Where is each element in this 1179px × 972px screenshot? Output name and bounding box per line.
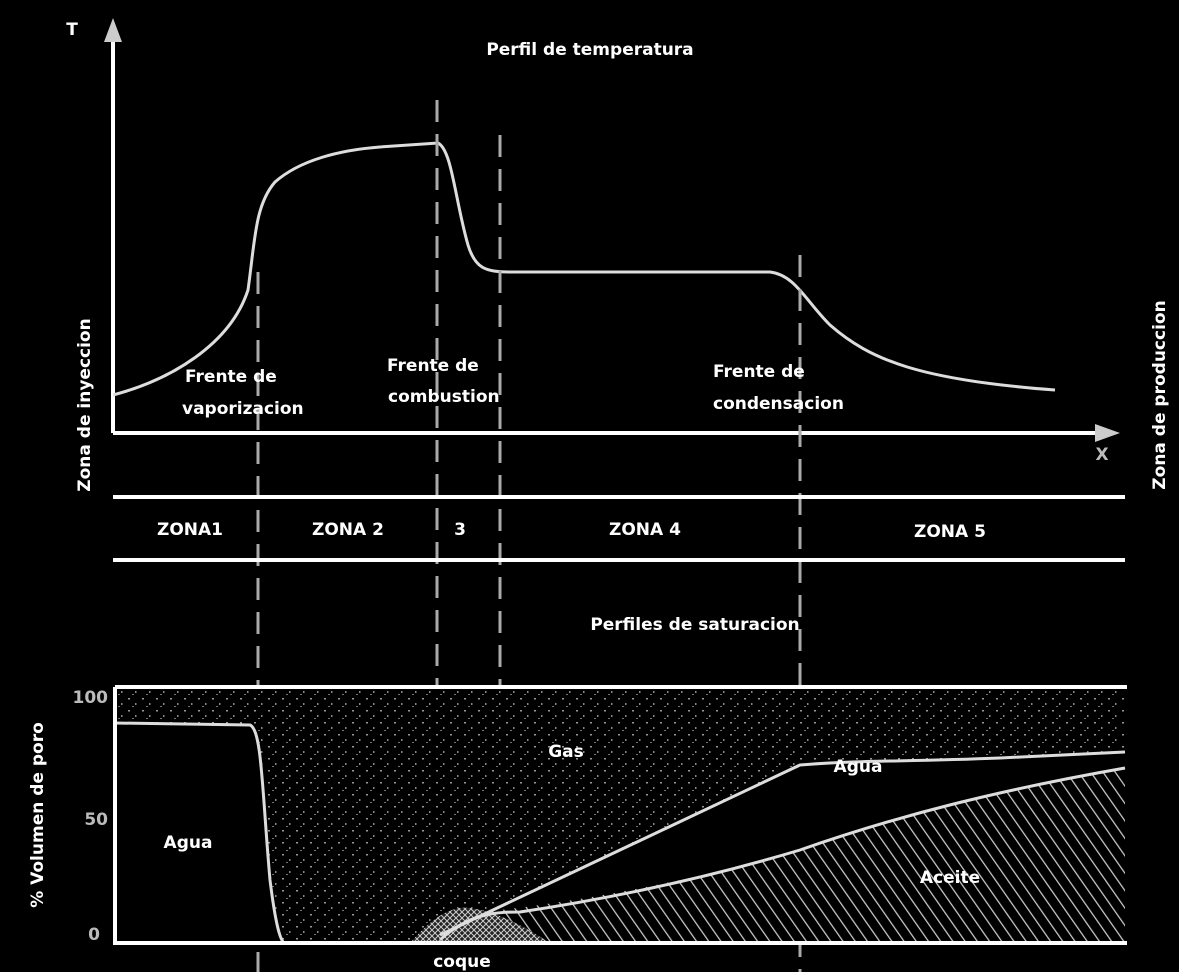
front-label: Frente de (185, 367, 277, 387)
x-axis-label: X (1095, 445, 1108, 465)
title: Perfil de temperatura (486, 40, 693, 60)
front-label: Frente de (713, 362, 805, 382)
front-label: Frente de (387, 356, 479, 376)
zone-label: ZONA 4 (609, 520, 681, 540)
region-label: Gas (548, 742, 584, 762)
front-label: condensacion (713, 394, 844, 414)
region-label: Aceite (920, 868, 980, 888)
front-label: vaporizacion (182, 399, 304, 419)
saturation-plot (113, 687, 1127, 943)
zone-label: ZONA1 (157, 520, 223, 540)
y-tick-label: 100 (73, 688, 109, 708)
zone-label: ZONA 5 (914, 522, 986, 542)
zone-label: ZONA 2 (312, 520, 384, 540)
saturation-y-label: % Volumen de poro (28, 722, 48, 908)
y-axis-label: T (66, 20, 78, 40)
region-label: coque (433, 952, 491, 972)
production-label: Zona de produccion (1150, 300, 1170, 489)
page: {"temperature": {"title": "Perfil de tem… (0, 0, 1179, 972)
region-label: Agua (164, 833, 213, 853)
saturation-title: Perfiles de saturacion (590, 615, 799, 635)
diagram: T X Perfil de temperatura Zona de inyecc… (0, 0, 1179, 972)
zone-label: 3 (454, 520, 466, 540)
y-tick-label: 50 (84, 810, 108, 830)
region-label: Agua (834, 757, 883, 777)
injection-label: Zona de inyeccion (75, 318, 95, 491)
temperature-curve (113, 143, 1055, 395)
y-tick-label: 0 (88, 925, 100, 945)
front-label: combustion (388, 387, 500, 407)
